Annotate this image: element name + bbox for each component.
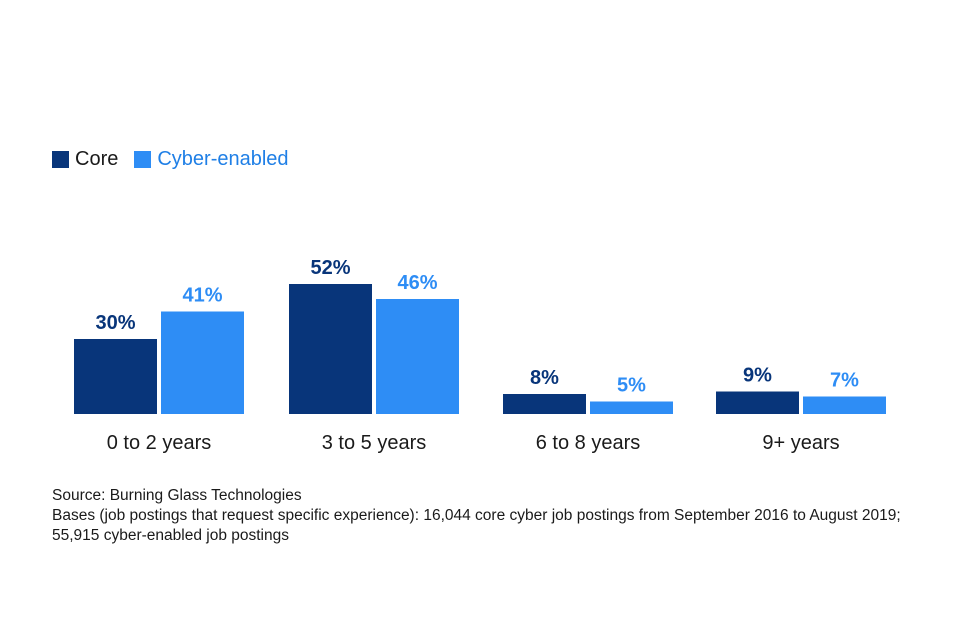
bar-core-4: [716, 391, 799, 414]
x-tick-label-2: 3 to 5 years: [322, 432, 427, 454]
bar-core-2: [289, 284, 372, 414]
legend-swatch-cyber-enabled: [134, 151, 152, 168]
source-line: Source: Burning Glass Technologies: [52, 487, 302, 504]
data-label-cyber-enabled-2: 46%: [397, 272, 437, 294]
legend-item-cyber-enabled: Cyber-enabled: [134, 148, 289, 171]
legend-item-core: Core: [52, 148, 118, 171]
chart-legend: Core Cyber-enabled: [52, 148, 305, 171]
data-label-cyber-enabled-4: 7%: [830, 370, 859, 392]
bar-cyber-enabled-3: [590, 401, 673, 414]
bar-cyber-enabled-2: [376, 299, 459, 414]
x-tick-label-3: 6 to 8 years: [536, 432, 641, 454]
legend-swatch-core: [52, 151, 69, 168]
bar-cyber-enabled-1: [161, 311, 244, 414]
data-label-core-4: 9%: [743, 365, 772, 387]
bases-line: Bases (job postings that request specifi…: [52, 507, 901, 544]
legend-label-core: Core: [75, 148, 119, 170]
data-label-cyber-enabled-1: 41%: [182, 285, 222, 307]
data-label-cyber-enabled-3: 5%: [617, 375, 646, 397]
data-label-core-1: 30%: [95, 312, 135, 334]
data-label-core-2: 52%: [310, 257, 350, 279]
bar-core-3: [503, 394, 586, 414]
bar-cyber-enabled-4: [803, 396, 886, 414]
bar-core-1: [74, 339, 157, 414]
x-tick-label-4: 9+ years: [762, 432, 839, 454]
data-label-core-3: 8%: [530, 367, 559, 389]
bar-chart: 30% 41% 0 to 2 years 52% 46% 3 to 5 years 8% 5%…: [74, 257, 886, 454]
legend-label-cyber-enabled: Cyber-enabled: [157, 148, 289, 170]
x-tick-label-1: 0 to 2 years: [107, 432, 212, 454]
source-notes: Source: Burning Glass Technologies Bases…: [52, 486, 912, 546]
